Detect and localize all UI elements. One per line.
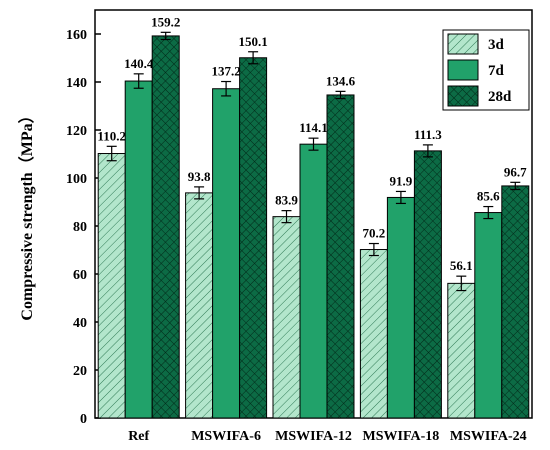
- bar-7d-MSWIFA-12: [299, 143, 328, 419]
- data-label: 137.2: [211, 64, 240, 79]
- legend-swatch-7d: [447, 59, 479, 81]
- legend-swatch-28d: [447, 85, 479, 107]
- x-category-label: MSWIFA-6: [191, 429, 261, 444]
- bar-3d-MSWIFA-12: [272, 216, 301, 419]
- data-label: 96.7: [504, 164, 527, 179]
- legend-swatch-3d: [447, 33, 479, 55]
- bar-7d-Ref: [124, 80, 153, 419]
- bar-3d-MSWIFA-24: [447, 282, 476, 419]
- bar-7d-MSWIFA-18: [386, 196, 415, 419]
- data-label: 93.8: [188, 169, 211, 184]
- y-tick-label: 60: [73, 268, 87, 283]
- y-tick-label: 20: [73, 364, 87, 379]
- x-category-label: MSWIFA-12: [275, 429, 352, 444]
- bar-28d-Ref: [151, 35, 180, 419]
- bar-7d-MSWIFA-6: [212, 88, 241, 419]
- y-tick-label: 40: [73, 316, 87, 331]
- data-label: 83.9: [275, 193, 298, 208]
- bar-3d-MSWIFA-18: [359, 249, 388, 419]
- legend-label: 7d: [488, 63, 505, 79]
- bar-28d-MSWIFA-6: [239, 57, 268, 419]
- data-label: 110.2: [97, 128, 126, 143]
- data-label: 85.6: [477, 189, 500, 204]
- data-label: 150.1: [238, 34, 267, 49]
- legend-label: 28d: [488, 89, 512, 105]
- y-tick-label: 160: [66, 28, 87, 43]
- data-label: 70.2: [363, 226, 386, 241]
- y-tick-label: 140: [66, 76, 87, 91]
- data-label: 140.4: [124, 56, 154, 71]
- data-label: 114.1: [299, 120, 328, 135]
- bar-3d-Ref: [97, 153, 126, 419]
- data-label: 91.9: [390, 173, 413, 188]
- y-tick-label: 100: [66, 172, 87, 187]
- data-label: 134.6: [326, 73, 356, 88]
- y-tick-label: 120: [66, 124, 87, 139]
- bar-28d-MSWIFA-18: [413, 150, 442, 419]
- x-category-label: MSWIFA-18: [363, 429, 440, 444]
- y-axis-title: Compressive strength（MPa）: [18, 107, 36, 320]
- data-label: 56.1: [450, 258, 473, 273]
- bar-7d-MSWIFA-24: [474, 212, 503, 419]
- legend-label: 3d: [488, 37, 505, 53]
- x-category-label: Ref: [128, 429, 149, 444]
- data-label: 111.3: [414, 127, 442, 142]
- bar-28d-MSWIFA-12: [326, 94, 355, 419]
- y-tick-label: 80: [73, 220, 87, 235]
- bar-28d-MSWIFA-24: [501, 185, 530, 419]
- data-label: 159.2: [151, 14, 180, 29]
- bar-3d-MSWIFA-6: [185, 192, 214, 419]
- x-category-label: MSWIFA-24: [450, 429, 527, 444]
- y-tick-label: 0: [80, 412, 87, 427]
